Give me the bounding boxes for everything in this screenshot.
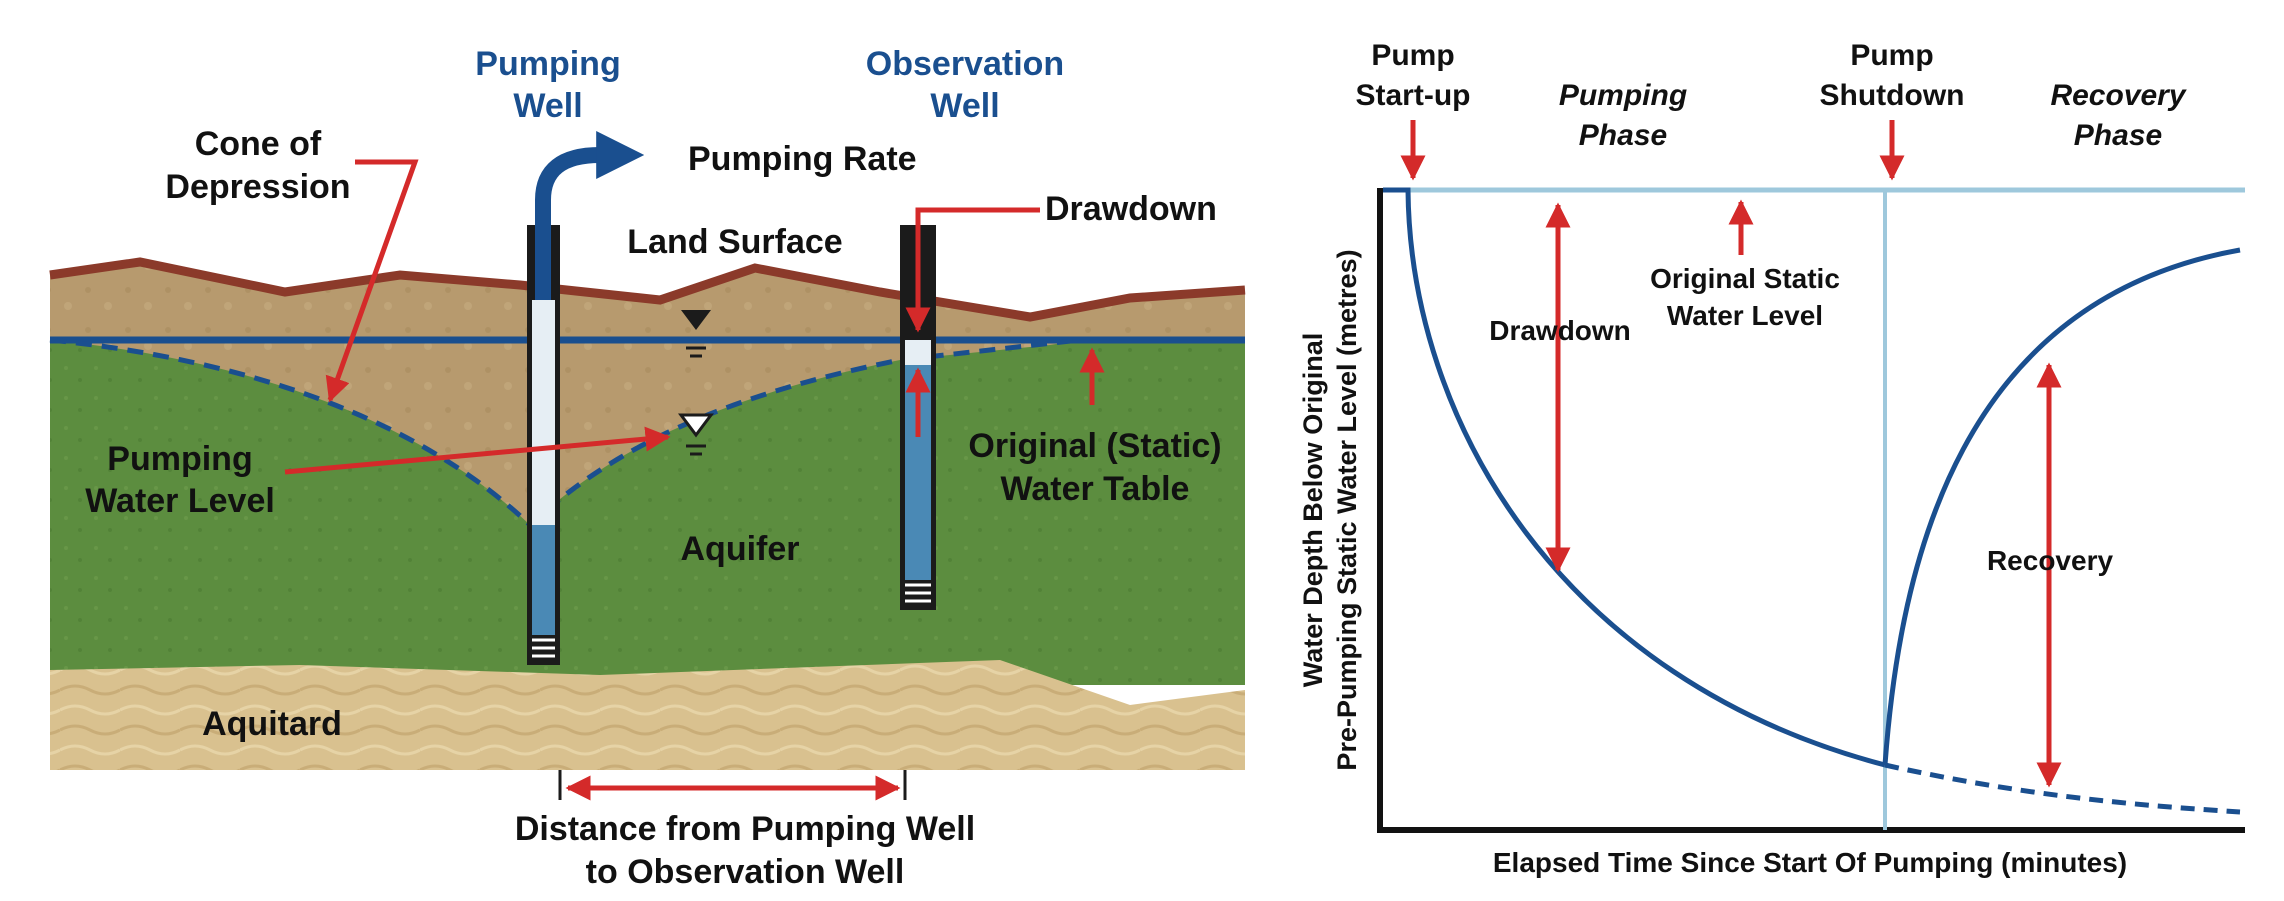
pump-startup-label-1: Pump — [1371, 39, 1454, 72]
recovery-phase-label-2: Phase — [2074, 119, 2162, 152]
discharge-pipe — [535, 131, 645, 300]
aquifer-label: Aquifer — [681, 530, 800, 568]
land-surface-label: Land Surface — [627, 223, 842, 261]
cone-label-1: Cone of — [195, 125, 322, 163]
distance-dimension — [558, 770, 907, 801]
aquitard-layer — [50, 660, 1245, 770]
distance-label-1: Distance from Pumping Well — [515, 810, 975, 848]
pumping-well-label-2: Well — [513, 87, 582, 125]
cone-dewatered-zone — [50, 340, 1080, 525]
pumping-rate-label: Pumping Rate — [688, 140, 917, 178]
recovery-curve — [1882, 247, 2241, 766]
observation-well-label-1: Observation — [866, 45, 1064, 83]
observation-well-label-2: Well — [930, 87, 999, 125]
red-callout-arrows — [284, 159, 1105, 475]
drawdown-recovery-graph: Pump Start-up Pumping Phase Pump Shutdow… — [1298, 39, 2245, 878]
graph-drawdown-label: Drawdown — [1489, 315, 1631, 346]
pumping-water-level-label-1: Pumping — [107, 440, 252, 478]
land-surface-line — [49, 257, 1246, 322]
continued-drawdown-curve — [1884, 762, 2241, 815]
original-water-table-label-2: Water Table — [1001, 470, 1190, 508]
original-water-table-label-1: Original (Static) — [968, 427, 1221, 465]
pump-shutdown-label-1: Pump — [1850, 39, 1933, 72]
static-level-symbol — [681, 310, 711, 358]
pumping-level-symbol — [678, 413, 714, 456]
aquitard-label: Aquitard — [202, 705, 342, 743]
original-static-label-1: Original Static — [1650, 263, 1840, 294]
graph-arrows — [1400, 120, 2062, 788]
original-static-label-2: Water Level — [1667, 300, 1823, 331]
pump-startup-label-2: Start-up — [1356, 79, 1471, 112]
pump-shutdown-label-2: Shutdown — [1820, 79, 1965, 112]
pumping-water-level-label-2: Water Level — [85, 482, 275, 520]
pumping-phase-label-1: Pumping — [1559, 79, 1687, 112]
distance-label-2: to Observation Well — [586, 853, 905, 891]
graph-ylabel-2: Pre-Pumping Static Water Level (metres) — [1332, 249, 1362, 770]
pumping-well-label-1: Pumping — [475, 45, 620, 83]
graph-xlabel: Elapsed Time Since Start Of Pumping (min… — [1493, 847, 2127, 878]
cross-section-diagram: Pumping Well Observation Well Pumping Ra… — [49, 45, 1246, 891]
drawdown-label: Drawdown — [1045, 190, 1217, 228]
pumping-phase-label-2: Phase — [1579, 119, 1667, 152]
recovery-phase-label-1: Recovery — [2050, 79, 2186, 112]
drawdown-curve — [1383, 187, 1886, 768]
graph-ylabel-1: Water Depth Below Original — [1298, 333, 1328, 688]
graph-recovery-label: Recovery — [1987, 545, 2114, 576]
cone-label-2: Depression — [165, 168, 350, 206]
